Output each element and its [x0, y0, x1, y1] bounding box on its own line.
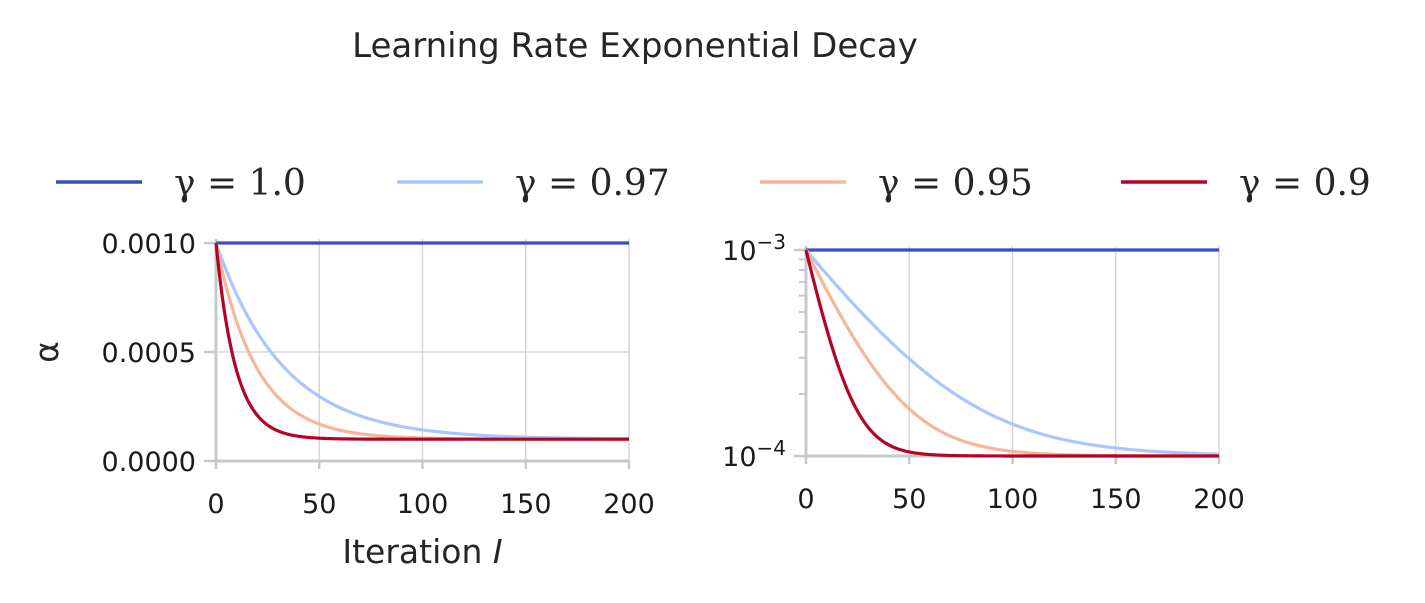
legend-label: γ = 0.95: [878, 163, 1033, 204]
y-axis-label: α: [27, 341, 66, 363]
legend-label: γ = 0.97: [515, 163, 670, 204]
x-axis-label: Iteration I: [342, 532, 502, 571]
x-tick-label: 150: [1090, 484, 1142, 515]
legend-label: γ = 0.9: [1239, 163, 1371, 204]
x-tick-label: 100: [397, 489, 449, 520]
chart-title: Learning Rate Exponential Decay: [352, 26, 918, 66]
legend: γ = 1.0 γ = 0.97 γ = 0.95 γ = 0.9: [56, 163, 1371, 204]
x-tick-label: 100: [987, 484, 1039, 515]
series-line: [804, 249, 1219, 458]
y-tick-label: 10−4: [722, 436, 786, 473]
panel-log: 0 50 100 150 200 10−4 10−3: [722, 230, 1245, 515]
y-tick-label: 0.0005: [102, 338, 196, 369]
panel-linear: 0 50 100 150 200 0.0000 0.0005 0.0010 α Iteration…: [27, 229, 655, 571]
x-tick-label: 200: [603, 489, 655, 520]
x-tick-label: 200: [1193, 484, 1245, 515]
x-tick-label: 0: [207, 489, 224, 520]
y-tick-label: 0.0010: [102, 229, 196, 260]
x-tick-label: 50: [892, 484, 926, 515]
y-tick-label: 10−3: [722, 230, 786, 267]
legend-label: γ = 1.0: [174, 163, 306, 204]
y-tick-label: 0.0000: [102, 447, 196, 478]
x-tick-label: 50: [302, 489, 336, 520]
x-tick-label: 150: [500, 489, 552, 520]
x-tick-label: 0: [797, 484, 814, 515]
series-line: [214, 242, 629, 441]
series-line: [804, 248, 1220, 456]
